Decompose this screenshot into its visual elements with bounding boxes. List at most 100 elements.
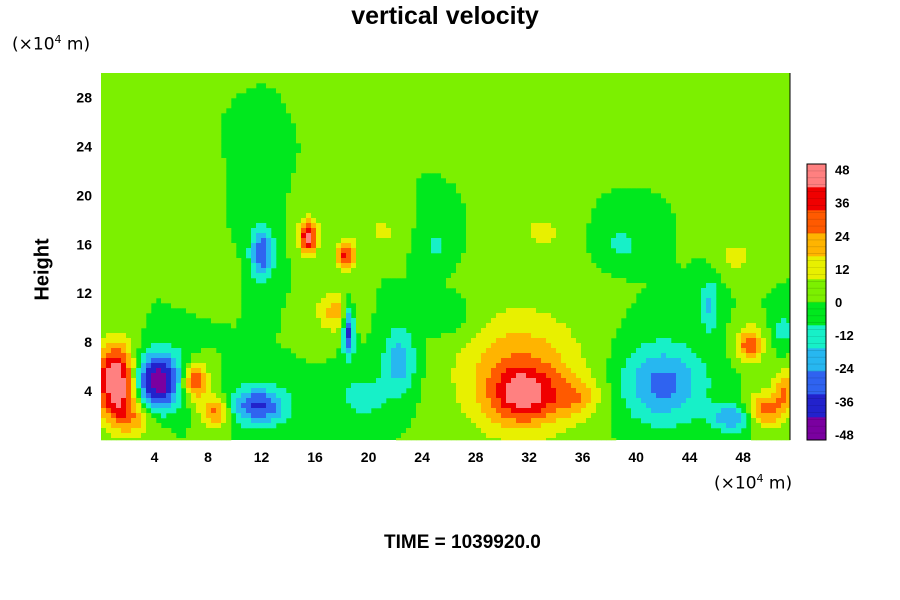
heatmap-cell xyxy=(701,248,707,254)
heatmap-cell xyxy=(306,83,312,89)
heatmap-cell xyxy=(681,243,687,249)
heatmap-cell xyxy=(561,273,567,279)
heatmap-cell xyxy=(181,213,187,219)
heatmap-cell xyxy=(286,218,292,224)
heatmap-cell xyxy=(571,243,577,249)
heatmap-cell xyxy=(766,83,772,89)
heatmap-cell xyxy=(636,88,642,94)
heatmap-cell xyxy=(351,148,357,154)
heatmap-cell xyxy=(706,188,712,194)
heatmap-cell xyxy=(521,283,527,289)
heatmap-cell xyxy=(396,158,402,164)
heatmap-cell xyxy=(726,238,732,244)
heatmap-cell xyxy=(766,88,772,94)
heatmap-cell xyxy=(531,278,537,284)
heatmap-cell xyxy=(686,118,692,124)
heatmap-cell xyxy=(341,213,347,219)
heatmap-cell xyxy=(171,133,177,139)
heatmap-cell xyxy=(106,188,112,194)
heatmap-cell xyxy=(486,143,492,149)
heatmap-cell xyxy=(376,233,382,239)
heatmap-cell xyxy=(211,203,217,209)
heatmap-cell xyxy=(676,208,682,214)
heatmap-cell xyxy=(726,203,732,209)
heatmap-cell xyxy=(571,268,577,274)
heatmap-cell xyxy=(731,168,737,174)
heatmap-cell xyxy=(431,143,437,149)
heatmap-cell xyxy=(456,73,462,79)
heatmap-cell xyxy=(396,173,402,179)
heatmap-cell xyxy=(511,78,517,84)
heatmap-cell xyxy=(566,158,572,164)
heatmap-cell xyxy=(386,88,392,94)
heatmap-cell xyxy=(211,263,217,269)
heatmap-cell xyxy=(331,193,337,199)
heatmap-cell xyxy=(351,208,357,214)
heatmap-cell xyxy=(366,273,372,279)
heatmap-cell xyxy=(451,278,457,284)
heatmap-cell xyxy=(596,183,602,189)
heatmap-cell xyxy=(676,123,682,129)
heatmap-cell xyxy=(756,213,762,219)
heatmap-cell xyxy=(461,133,467,139)
heatmap-cell xyxy=(186,183,192,189)
heatmap-cell xyxy=(361,153,367,159)
heatmap-cell xyxy=(116,108,122,114)
heatmap-cell xyxy=(201,203,207,209)
heatmap-cell xyxy=(141,253,147,259)
heatmap-cell xyxy=(536,133,542,139)
heatmap-cell xyxy=(476,258,482,264)
heatmap-cell xyxy=(721,223,727,229)
heatmap-cell xyxy=(576,88,582,94)
heatmap-cell xyxy=(671,83,677,89)
heatmap-cell xyxy=(716,118,722,124)
heatmap-cell xyxy=(661,108,667,114)
heatmap-cell xyxy=(126,108,132,114)
heatmap-cell xyxy=(496,228,502,234)
heatmap-cell xyxy=(781,153,787,159)
heatmap-cell xyxy=(296,123,302,129)
heatmap-cell xyxy=(321,213,327,219)
heatmap-cell xyxy=(121,223,127,229)
heatmap-cell xyxy=(681,198,687,204)
heatmap-cell xyxy=(336,153,342,159)
heatmap-cell xyxy=(731,138,737,144)
heatmap-cell xyxy=(786,78,791,84)
heatmap-cell xyxy=(756,123,762,129)
heatmap-cell xyxy=(451,93,457,99)
heatmap-cell xyxy=(501,248,507,254)
heatmap-cell xyxy=(656,83,662,89)
heatmap-cell xyxy=(341,113,347,119)
heatmap-cell xyxy=(671,168,677,174)
heatmap-cell xyxy=(761,83,767,89)
heatmap-cell xyxy=(771,88,777,94)
heatmap-cell xyxy=(376,93,382,99)
heatmap-cell xyxy=(341,233,347,239)
heatmap-cell xyxy=(726,148,732,154)
heatmap-cell xyxy=(511,93,517,99)
heatmap-cell xyxy=(361,73,367,79)
heatmap-cell xyxy=(556,283,562,289)
heatmap-cell xyxy=(666,83,672,89)
heatmap-cell xyxy=(386,178,392,184)
heatmap-cell xyxy=(496,83,502,89)
heatmap-cell xyxy=(411,148,417,154)
heatmap-cell xyxy=(686,188,692,194)
heatmap-cell xyxy=(161,83,167,89)
heatmap-cell xyxy=(371,278,377,284)
heatmap-cell xyxy=(661,78,667,84)
heatmap-cell xyxy=(206,128,212,134)
heatmap-cell xyxy=(496,188,502,194)
heatmap-cell xyxy=(131,218,137,224)
heatmap-cell xyxy=(376,248,382,254)
heatmap-cell xyxy=(731,78,737,84)
heatmap-cell xyxy=(166,88,172,94)
heatmap-cell xyxy=(761,173,767,179)
heatmap-cell xyxy=(351,203,357,209)
heatmap-cell xyxy=(156,143,162,149)
heatmap-cell xyxy=(391,78,397,84)
heatmap-cell xyxy=(626,98,632,104)
heatmap-cell xyxy=(181,123,187,129)
heatmap-cell xyxy=(766,188,772,194)
heatmap-cell xyxy=(786,218,791,224)
